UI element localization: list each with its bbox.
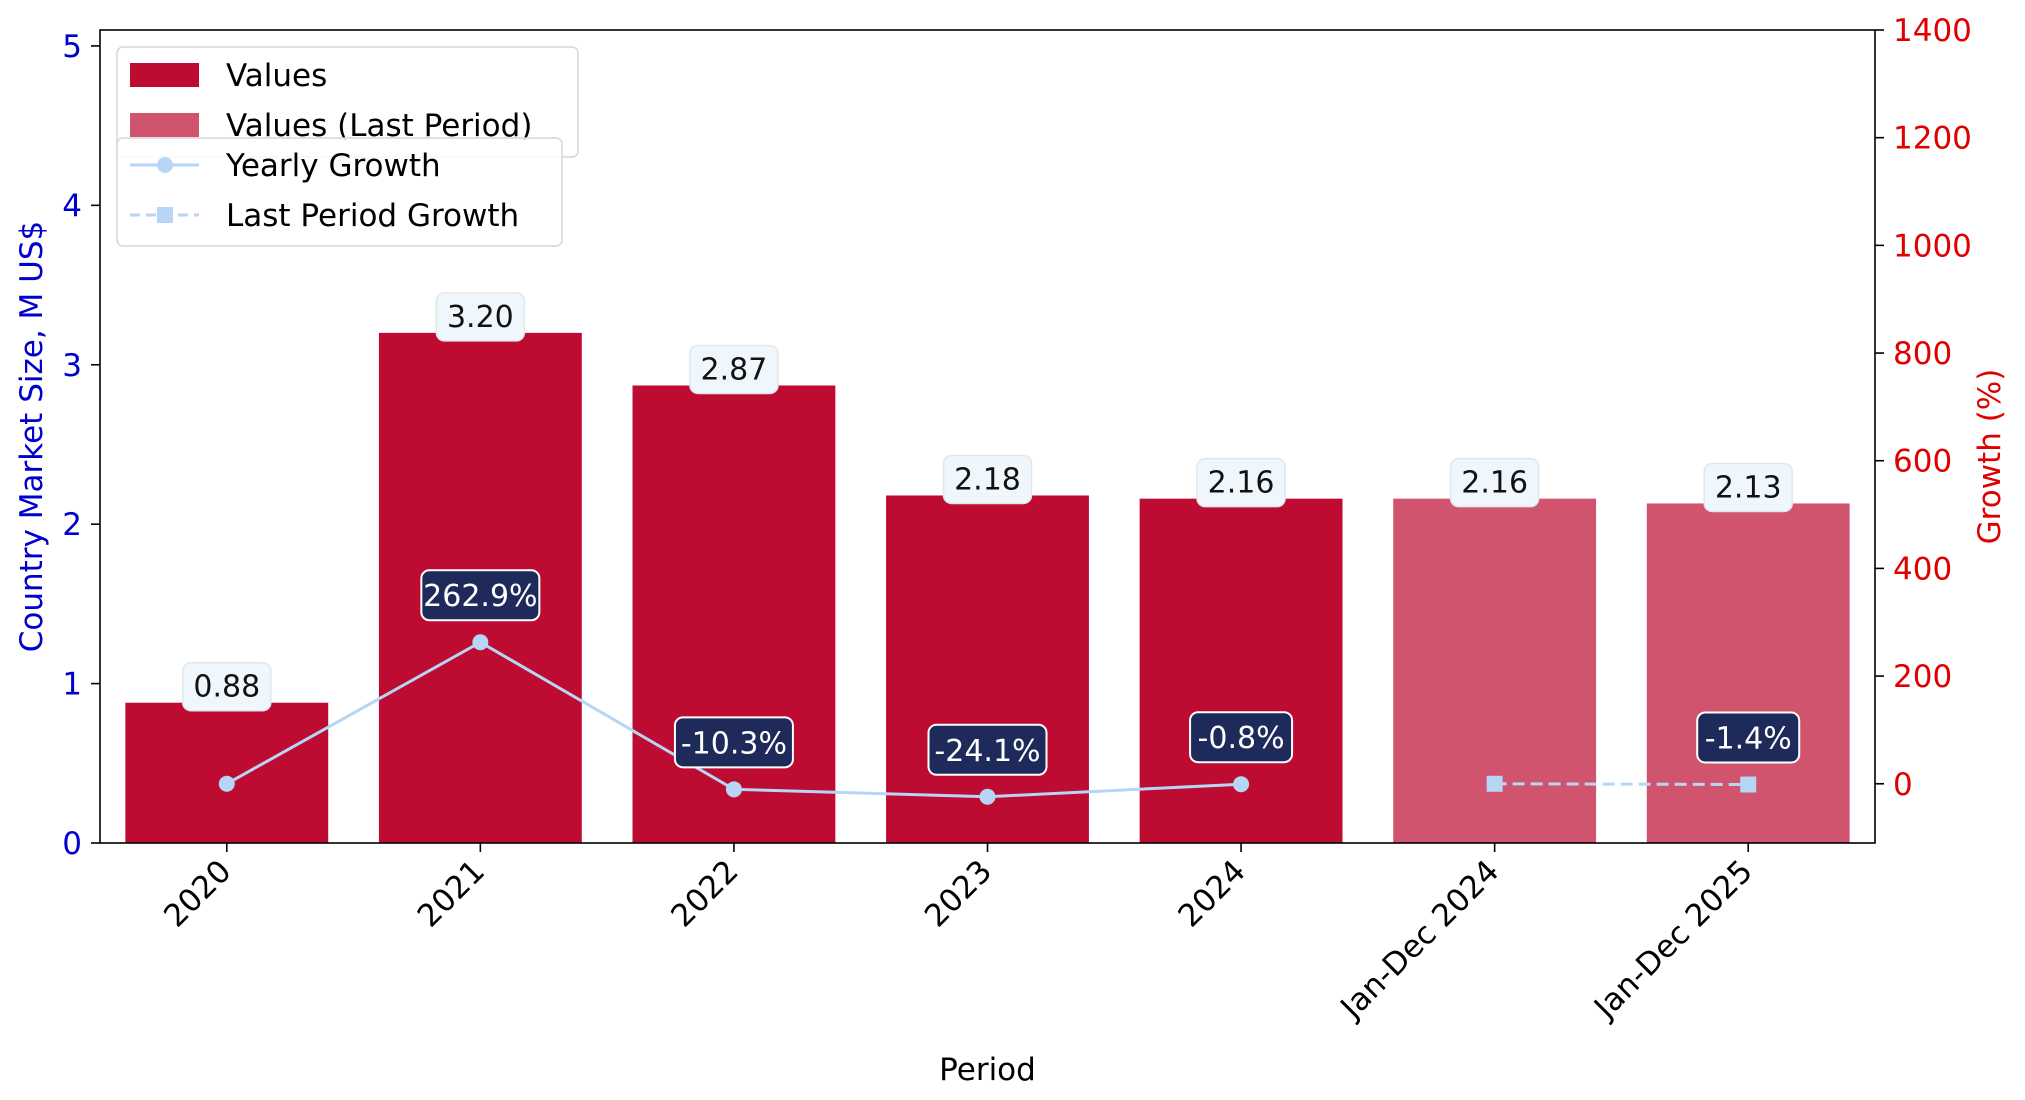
bar-2020: [125, 702, 329, 843]
value-label-box: [1196, 457, 1286, 508]
value-label-box: [1449, 457, 1540, 508]
y-tick-label: 0: [62, 826, 82, 862]
y-tick-label: 1: [62, 667, 82, 703]
y2-tick-label: 0: [1893, 767, 1913, 803]
point-marker: [725, 781, 742, 798]
value-label-text: 2.87: [701, 352, 768, 387]
y2-tick-label: 1200: [1893, 121, 1972, 157]
y-tick-label: 3: [62, 348, 82, 384]
value-label: 0.88: [182, 661, 272, 712]
x-tick-label: 2023: [918, 853, 999, 934]
x-axis-title: Period: [939, 1052, 1036, 1088]
legend-swatch: [130, 63, 199, 87]
legend-label: Last Period Growth: [226, 198, 519, 234]
point-marker: [1233, 776, 1250, 793]
value-label-text: 2.13: [1715, 470, 1782, 505]
point-marker: [472, 634, 489, 651]
growth-label-box: [420, 569, 541, 622]
point-marker: [218, 775, 235, 792]
growth-label-text: -24.1%: [934, 734, 1040, 769]
value-label-box: [942, 454, 1033, 505]
legend-lines: Yearly Growth Last Period Growth: [116, 137, 563, 247]
value-label-text: 2.16: [1208, 466, 1275, 501]
legend-label: Yearly Growth: [225, 148, 441, 184]
growth-label: -1.4%: [1696, 711, 1801, 764]
x-tick-label: 2020: [157, 853, 238, 934]
growth-label: -0.8%: [1189, 711, 1294, 764]
x-tick-label: Jan-Dec 2025: [1586, 853, 1760, 1027]
growth-label-text: -10.3%: [681, 726, 787, 761]
growth-label-text: -0.8%: [1198, 721, 1285, 756]
legend-label: Values: [226, 58, 327, 94]
legend-marker: [157, 157, 173, 173]
growth-label-box: [673, 716, 794, 769]
growth-label: 262.9%: [420, 569, 541, 622]
y2-tick-label: 200: [1893, 659, 1952, 695]
bar-2023: [886, 495, 1089, 843]
x-tick-label: Jan-Dec 2024: [1333, 853, 1507, 1027]
value-label: 2.87: [689, 344, 779, 395]
y-axis-title: Country Market Size, M US$: [14, 221, 50, 652]
x-tick-label: 2022: [664, 853, 745, 934]
growth-label-text: -1.4%: [1705, 722, 1792, 757]
value-label: 2.16: [1449, 457, 1540, 508]
value-label-text: 3.20: [447, 300, 514, 335]
value-label-box: [1703, 462, 1793, 513]
y-tick-label: 4: [62, 188, 82, 224]
series-line-3: [1494, 782, 1749, 787]
x-tick-label: 2021: [411, 853, 492, 934]
legend-swatch: [130, 113, 199, 137]
y-tick-label: 2: [62, 507, 82, 543]
y2-tick-label: 1400: [1893, 13, 1972, 49]
value-label: 2.13: [1703, 462, 1793, 513]
growth-label: -10.3%: [673, 716, 794, 769]
growth-label: -24.1%: [927, 723, 1048, 776]
value-label-text: 2.16: [1461, 466, 1528, 501]
point-marker: [979, 788, 996, 805]
value-label-text: 0.88: [193, 670, 260, 705]
point-marker: [1486, 775, 1503, 792]
y-tick-label: 5: [62, 29, 82, 65]
y2-tick-label: 1000: [1893, 228, 1972, 264]
growth-label-text: 262.9%: [423, 579, 537, 614]
value-label-box: [435, 292, 526, 342]
value-label-box: [689, 344, 779, 395]
legend-marker: [157, 207, 173, 223]
value-label: 2.18: [942, 454, 1033, 505]
growth-label-box: [1189, 711, 1294, 764]
x-tick-label: 2024: [1171, 853, 1252, 934]
y2-tick-label: 600: [1893, 444, 1952, 480]
growth-label-box: [1696, 711, 1801, 764]
y2-axis-title: Growth (%): [1972, 369, 2008, 545]
y2-tick-label: 400: [1893, 551, 1952, 587]
growth-label-box: [927, 723, 1048, 776]
value-label-text: 2.18: [954, 462, 1021, 497]
legend-box: [116, 137, 563, 247]
point-marker: [1740, 776, 1757, 793]
y2-tick-label: 800: [1893, 336, 1952, 372]
value-label: 3.20: [435, 292, 526, 342]
value-label: 2.16: [1196, 457, 1286, 508]
bar-2022: [632, 385, 836, 843]
value-label-box: [182, 661, 272, 712]
